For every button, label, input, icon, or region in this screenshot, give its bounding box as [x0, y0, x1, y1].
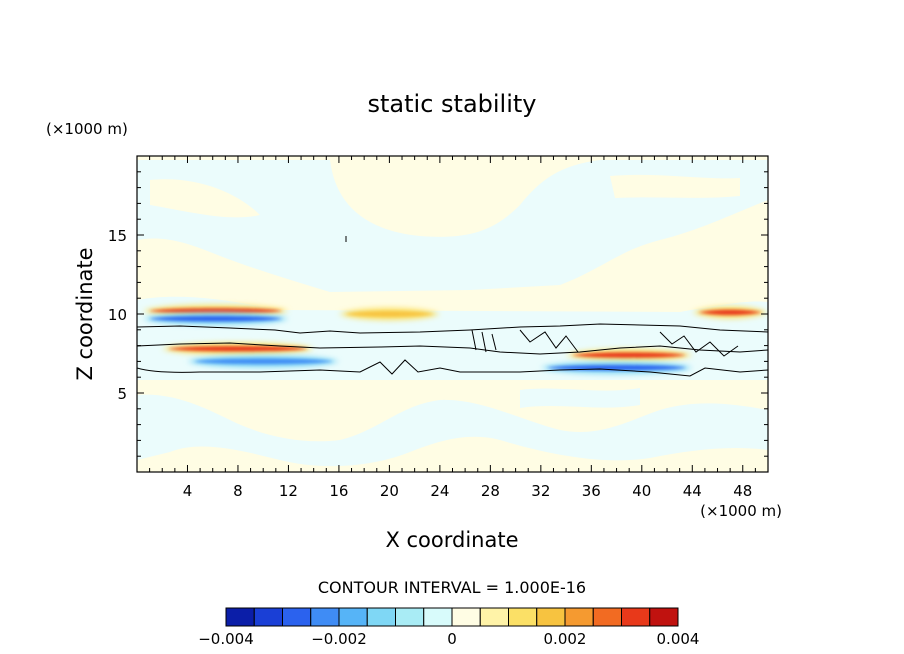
zero-contour: [471, 329, 497, 353]
x-tick-label: 16: [329, 482, 348, 500]
colorbar-tick-label: 0.002: [544, 630, 587, 648]
y-tick-label: 5: [117, 385, 127, 403]
colorbar-tick-label: −0.004: [198, 630, 254, 648]
zero-contour: [137, 342, 768, 355]
x-tick-label: 24: [430, 482, 449, 500]
field-patch: [150, 179, 260, 218]
band-core-warm: [572, 352, 687, 358]
x-tick-label: 20: [380, 482, 399, 500]
colorbar-swatch: [253, 607, 283, 627]
zero-contour: [659, 331, 739, 357]
zero-contour: [519, 329, 579, 353]
band-core-cool: [149, 316, 283, 322]
x-tick-label: 8: [233, 482, 243, 500]
field-patch: [520, 388, 640, 408]
colorbar-swatch: [282, 607, 312, 627]
field-patch: [137, 160, 768, 292]
colorbar-swatch: [338, 607, 368, 627]
stability-band: [143, 312, 289, 325]
x-tick-label: 48: [733, 482, 752, 500]
zero-contour: [137, 323, 768, 334]
colorbar-tick-label: 0.004: [657, 630, 700, 648]
colorbar-swatch: [564, 607, 594, 627]
zero-contour: [137, 359, 768, 377]
band-core-warm: [698, 309, 762, 316]
x-tick-label: 28: [481, 482, 500, 500]
colorbar-swatch: [621, 607, 651, 627]
colorbar-swatch: [451, 607, 481, 627]
x-tick-label: 36: [582, 482, 601, 500]
colorbar-swatch: [508, 607, 538, 627]
colorbar-swatch: [366, 607, 396, 627]
stability-band: [187, 355, 339, 368]
colorbar-swatch: [649, 607, 679, 627]
colorbar: −0.004 −0.002 0 0.002 0.004: [198, 607, 700, 648]
colorbar-swatch: [395, 607, 425, 627]
zero-contours: [137, 236, 768, 377]
field-patch: [137, 394, 768, 467]
colorbar-tick-label: −0.002: [311, 630, 367, 648]
band-core-warm: [149, 308, 283, 314]
band-core-cool: [193, 358, 333, 365]
x-axis-unit: (×1000 m): [700, 502, 782, 520]
x-tick-label: 32: [531, 482, 550, 500]
colorbar-swatch: [225, 607, 255, 627]
stability-band: [566, 349, 693, 362]
colorbar-swatch: [479, 607, 509, 627]
colorbar-swatch: [423, 607, 453, 627]
y-axis-unit: (×1000 m): [46, 120, 128, 138]
colorbar-swatch: [536, 607, 566, 627]
chart-title: static stability: [368, 90, 537, 118]
stability-band: [338, 308, 440, 320]
field-patch: [610, 174, 740, 198]
x-tick-label: 4: [183, 482, 193, 500]
contour-interval-label: CONTOUR INTERVAL = 1.000E-16: [318, 578, 586, 597]
band-core-warm: [344, 311, 434, 317]
x-axis-label: X coordinate: [385, 528, 518, 552]
y-tick-label: 10: [108, 306, 127, 324]
x-tick-label: 44: [683, 482, 702, 500]
y-tick-label: 15: [108, 227, 127, 245]
y-axis-label: Z coordinate: [73, 247, 97, 380]
band-core-warm: [168, 346, 308, 352]
colorbar-swatch: [310, 607, 340, 627]
stability-band: [692, 306, 768, 319]
colorbar-swatch: [592, 607, 622, 627]
colorbar-tick-label: 0: [447, 630, 457, 648]
x-tick-label: 12: [279, 482, 298, 500]
x-tick-label: 40: [632, 482, 651, 500]
